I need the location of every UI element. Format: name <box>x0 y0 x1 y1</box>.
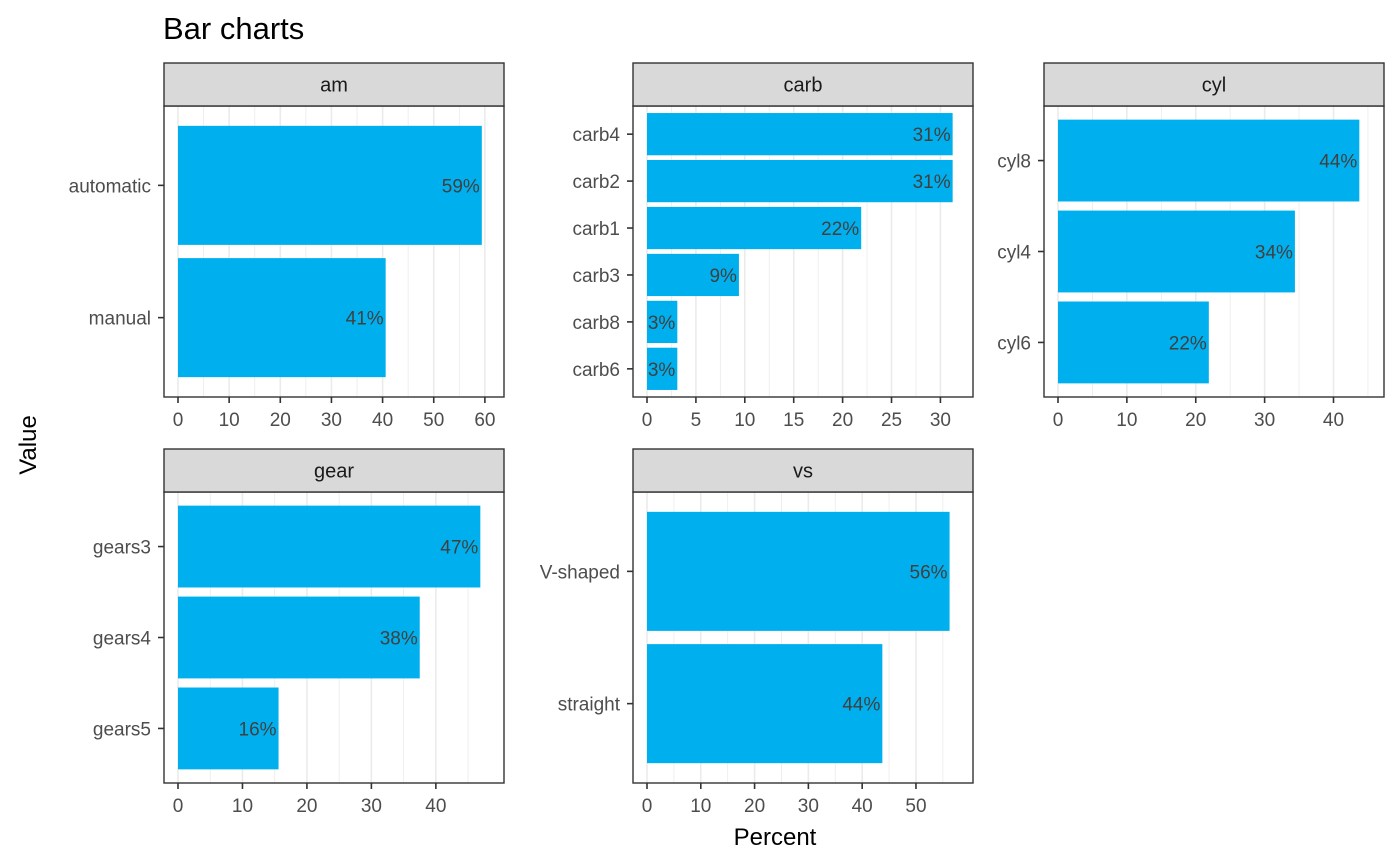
x-tick-label: 10 <box>232 796 253 817</box>
panel-gear: 47% gears3 38% gears4 16% gears5 0 10 20 30 40 gear <box>93 448 505 817</box>
x-tick-label: 20 <box>832 410 853 431</box>
x-tick-label: 20 <box>1185 410 1206 431</box>
bar-manual <box>178 258 386 378</box>
bar-value-label: 59% <box>442 176 480 197</box>
panel-vs: 56% V-shaped 44% straight 0 10 20 30 40 50 vs <box>540 448 974 817</box>
x-axis-title: Percent <box>734 824 817 851</box>
bar-value-label: 31% <box>913 125 951 146</box>
facet-strip-label: carb <box>784 75 823 97</box>
bar-cyl6 <box>1058 301 1209 384</box>
x-tick-label: 30 <box>798 796 819 817</box>
bar-value-label: 16% <box>239 719 277 740</box>
x-tick-label: 20 <box>744 796 765 817</box>
y-tick-label: gears5 <box>93 719 151 740</box>
x-tick-label: 40 <box>852 796 873 817</box>
facet-strip-label: gear <box>314 461 354 483</box>
bar-carb4 <box>647 113 953 156</box>
y-tick-label: carb2 <box>572 172 620 193</box>
y-tick-label: gears4 <box>93 629 152 650</box>
facet-strip <box>1043 62 1385 107</box>
x-tick-label: 30 <box>361 796 382 817</box>
bar-value-label: 47% <box>440 538 478 559</box>
bar-value-label: 38% <box>380 629 418 650</box>
y-tick-label: straight <box>558 695 621 716</box>
y-tick-label: carb4 <box>572 125 620 146</box>
bar-cyl8 <box>1058 119 1360 202</box>
x-tick-label: 30 <box>930 410 951 431</box>
bar-carb6 <box>647 347 678 390</box>
bar-value-label: 3% <box>648 313 676 334</box>
x-tick-label: 0 <box>642 796 653 817</box>
bar-value-label: 44% <box>1319 152 1357 173</box>
x-tick-label: 40 <box>372 410 393 431</box>
x-tick-label: 30 <box>321 410 342 431</box>
panel-am: 59% automatic 41% manual 0 10 20 30 40 50 60 am <box>69 62 505 431</box>
bar-cyl4 <box>1058 210 1295 293</box>
x-tick-label: 0 <box>173 410 184 431</box>
x-tick-label: 25 <box>881 410 902 431</box>
bar-value-label: 22% <box>1169 333 1207 354</box>
x-tick-label: 20 <box>296 796 317 817</box>
x-tick-label: 10 <box>219 410 240 431</box>
x-tick-label: 40 <box>1323 410 1344 431</box>
facet-strip-label: cyl <box>1202 75 1226 97</box>
x-tick-label: 60 <box>474 410 495 431</box>
x-tick-label: 10 <box>1116 410 1137 431</box>
bar-gears4 <box>178 596 420 679</box>
y-tick-label: carb8 <box>572 313 620 334</box>
y-tick-label: carb1 <box>572 219 620 240</box>
panel-carb: 31% carb4 31% carb2 22% carb1 9% carb3 3% carb8 3%… <box>572 62 974 431</box>
bar-carb8 <box>647 300 678 344</box>
bar-value-label: 41% <box>346 309 384 330</box>
bar-value-label: 44% <box>842 695 880 716</box>
x-tick-label: 10 <box>734 410 755 431</box>
facet-strip <box>163 62 505 107</box>
panel-cyl: 44% cyl8 34% cyl4 22% cyl6 0 10 20 30 40 cyl <box>997 62 1385 431</box>
bar-gears5 <box>178 687 279 770</box>
y-tick-label: automatic <box>69 176 151 197</box>
y-tick-label: cyl6 <box>997 333 1031 354</box>
bar-carb1 <box>647 206 862 250</box>
bar-value-label: 3% <box>648 360 676 381</box>
x-tick-label: 50 <box>423 410 444 431</box>
y-tick-label: cyl8 <box>997 152 1031 173</box>
x-tick-label: 10 <box>690 796 711 817</box>
bar-V-shaped <box>647 511 950 631</box>
x-tick-label: 50 <box>905 796 926 817</box>
facet-strip <box>632 62 974 107</box>
y-tick-label: carb6 <box>572 360 620 381</box>
x-tick-label: 40 <box>425 796 446 817</box>
x-tick-label: 15 <box>783 410 804 431</box>
x-tick-label: 0 <box>1053 410 1064 431</box>
bar-value-label: 31% <box>913 172 951 193</box>
y-tick-label: V-shaped <box>540 562 620 583</box>
y-tick-label: carb3 <box>572 266 620 287</box>
bar-value-label: 22% <box>821 219 859 240</box>
y-tick-label: gears3 <box>93 538 151 559</box>
bar-carb3 <box>647 253 739 297</box>
x-tick-label: 20 <box>270 410 291 431</box>
y-tick-label: manual <box>89 309 151 330</box>
bar-carb2 <box>647 159 953 203</box>
bar-value-label: 9% <box>709 266 737 287</box>
facet-strip-label: vs <box>793 461 813 483</box>
x-tick-label: 0 <box>642 410 653 431</box>
y-tick-label: cyl4 <box>997 243 1031 264</box>
x-tick-label: 5 <box>691 410 702 431</box>
x-tick-label: 0 <box>173 796 184 817</box>
bar-straight <box>647 644 883 764</box>
facet-strip-label: am <box>320 75 348 97</box>
bar-automatic <box>178 125 482 245</box>
facet-strip <box>632 448 974 493</box>
x-tick-label: 30 <box>1254 410 1275 431</box>
facet-strip <box>163 448 505 493</box>
chart-title: Bar charts <box>163 11 304 46</box>
y-axis-title: Value <box>15 415 42 475</box>
bar-value-label: 34% <box>1255 243 1293 264</box>
bar-value-label: 56% <box>910 562 948 583</box>
bar-gears3 <box>178 505 481 588</box>
